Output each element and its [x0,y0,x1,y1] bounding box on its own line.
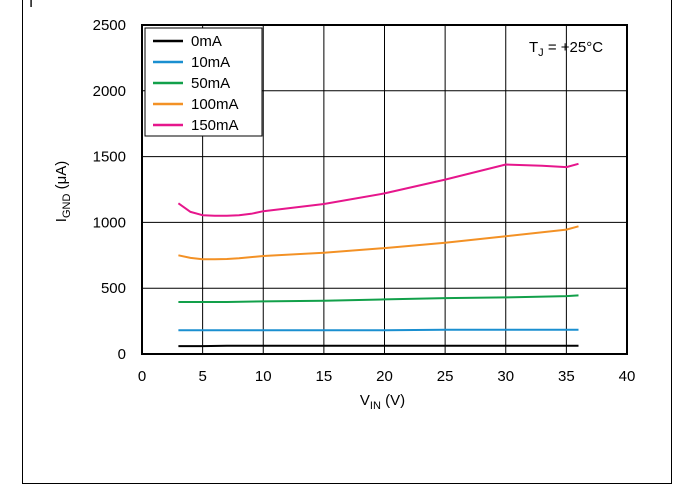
x-tick-label: 5 [198,368,206,385]
tick-labels: 0 5 10 15 20 25 30 35 40 0 500 1000 1500 2000 2500 [93,17,636,385]
junction-temp-annotation: TJ = +25°C [529,39,603,59]
legend-label-50mA: 50mA [191,75,230,92]
legend-label-100mA: 100mA [191,96,239,113]
plot-border [141,24,628,355]
y-tick-label: 2500 [93,17,126,34]
y-tick-label: 2000 [93,83,126,100]
legend-label-0mA: 0mA [191,33,222,50]
y-axis-title: IGND (μA) [53,161,73,222]
y-tick-label: 500 [101,280,126,297]
x-axis-title: VIN (V) [360,392,405,412]
y-tick-label: 1500 [93,149,126,166]
x-tick-label: 35 [558,368,575,385]
x-tick-label: 20 [376,368,393,385]
legend: 0mA 10mA 50mA 100mA 150mA [144,27,263,137]
x-tick-label: 0 [138,368,146,385]
x-tick-label: 30 [497,368,514,385]
series-line-50mA [178,294,579,303]
header-fragment: I [29,0,33,11]
axis-titles: VIN (V) IGND (μA) [53,161,405,412]
legend-label-150mA: 150mA [191,117,239,134]
series-line-150mA [177,162,579,217]
x-tick-label: 40 [619,368,636,385]
x-tick-label: 15 [316,368,333,385]
legend-label-10mA: 10mA [191,54,230,71]
y-tick-label: 0 [118,346,126,363]
plot-area [141,24,628,355]
chart-frame [22,0,672,484]
series-line-10mA [178,328,579,332]
data-series [177,162,579,348]
x-tick-label: 10 [255,368,272,385]
series-line-100mA [178,225,579,261]
x-tick-label: 25 [437,368,454,385]
y-tick-label: 1000 [93,214,126,231]
annotation: TJ = +25°C [529,39,603,59]
